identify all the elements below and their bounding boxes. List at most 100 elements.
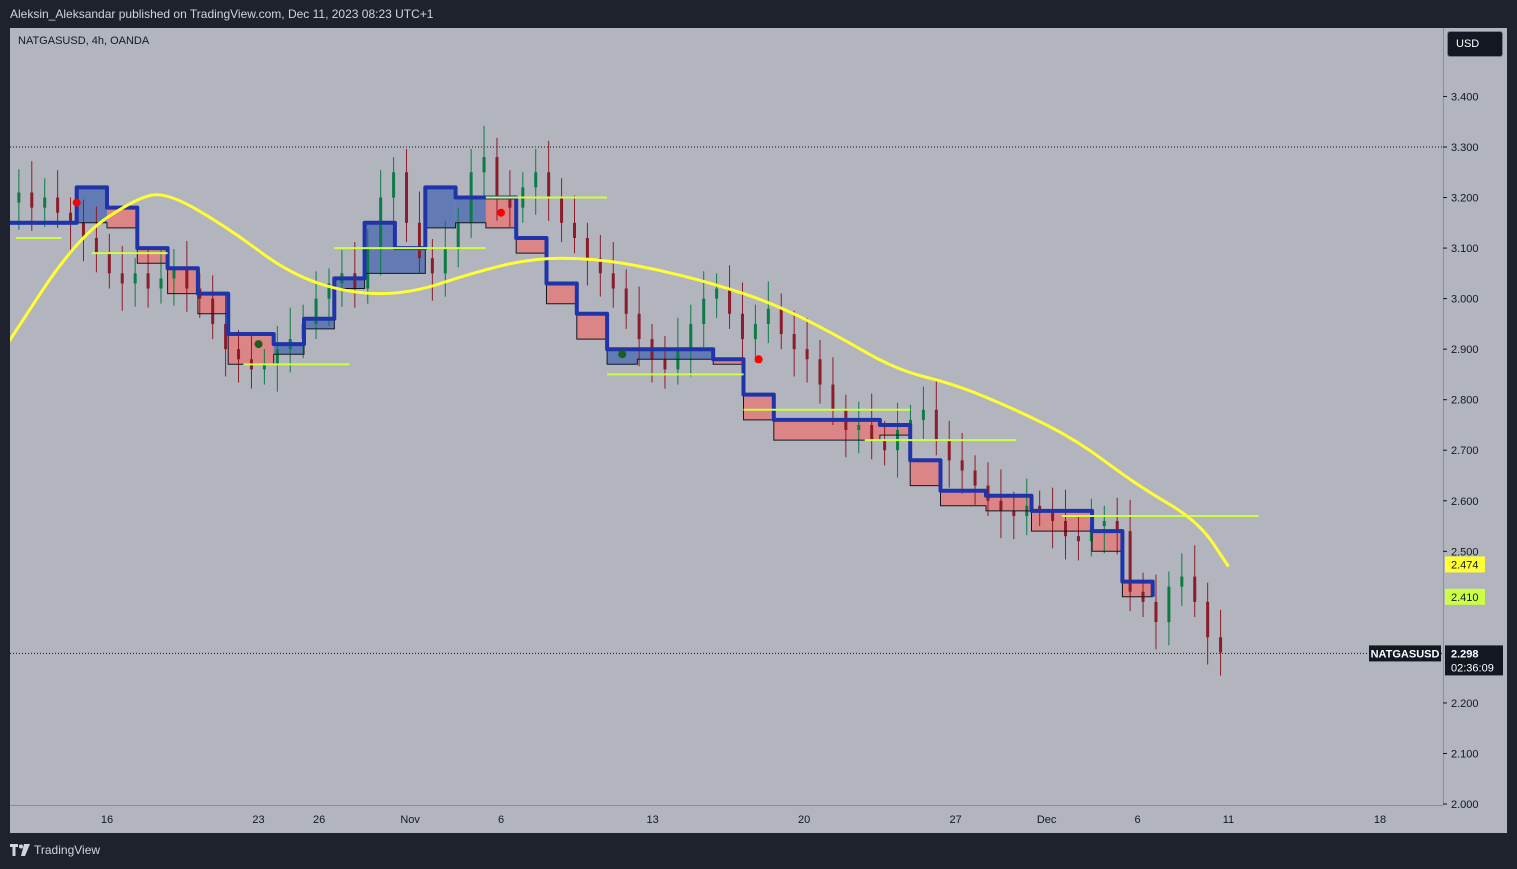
- time-axis[interactable]: [10, 805, 1443, 834]
- buy-signal-dot: [618, 350, 627, 359]
- price-tag: [1445, 556, 1485, 573]
- candle-body: [1180, 576, 1184, 587]
- right-frame: [1507, 28, 1517, 833]
- candle-body: [1193, 576, 1197, 602]
- candle-body: [69, 212, 73, 223]
- bull-band: [334, 278, 365, 289]
- brand[interactable]: TradingView: [10, 843, 100, 857]
- candle-body: [921, 409, 925, 420]
- candle-body: [947, 440, 951, 461]
- brand-name: TradingView: [34, 843, 101, 857]
- candle-body: [159, 278, 163, 289]
- candle-body: [107, 253, 111, 274]
- x-tick-label: Dec: [1037, 814, 1057, 826]
- candle-body: [715, 288, 719, 299]
- candle-body: [547, 172, 551, 198]
- candle-body: [1012, 510, 1016, 516]
- candle-body: [456, 222, 460, 249]
- candle-body: [973, 470, 977, 486]
- x-tick-label: 18: [1374, 814, 1386, 826]
- bear-band: [985, 495, 1032, 511]
- x-tick-label: 16: [101, 814, 113, 826]
- candle-body: [1219, 637, 1223, 653]
- bear-band: [576, 313, 608, 340]
- y-tick-label: 3.400: [1451, 91, 1479, 103]
- plot-layer: [4, 125, 1443, 676]
- candle-body: [275, 349, 279, 365]
- candle-body: [1154, 601, 1158, 623]
- x-tick-label: 23: [252, 814, 264, 826]
- x-tick-label: 20: [798, 814, 810, 826]
- candle-body: [146, 273, 150, 289]
- candle-body: [1206, 601, 1210, 638]
- x-tick-label: 6: [1134, 814, 1140, 826]
- x-tick-label: 6: [498, 814, 504, 826]
- candle-body: [4, 192, 7, 202]
- candle-body: [211, 298, 215, 324]
- x-tick-label: 13: [646, 814, 658, 826]
- x-tick-label: 26: [313, 814, 325, 826]
- y-tick-label: 3.100: [1451, 243, 1479, 255]
- moving-average-line: [10, 193, 1230, 568]
- candle-body: [133, 273, 137, 284]
- bear-band: [1092, 531, 1123, 552]
- candle-body: [443, 248, 447, 274]
- candle-body: [831, 384, 835, 410]
- candle-body: [430, 258, 434, 274]
- candle-body: [728, 288, 732, 314]
- candle-body: [1115, 520, 1119, 532]
- bear-band: [546, 283, 577, 304]
- y-tick-label: 2.900: [1451, 344, 1479, 356]
- candle-body: [857, 424, 861, 431]
- candle-body: [792, 333, 796, 350]
- candle-body: [1128, 531, 1132, 592]
- candle-body: [870, 424, 874, 441]
- candle-body: [934, 409, 938, 441]
- bear-band: [743, 394, 774, 420]
- x-tick-label: 27: [950, 814, 962, 826]
- bear-band: [1122, 581, 1153, 597]
- bull-band: [637, 349, 714, 360]
- candle-body: [120, 273, 124, 284]
- candle-body: [1051, 510, 1055, 521]
- y-tick-label: 2.800: [1451, 395, 1479, 407]
- y-tick-label: 2.000: [1451, 799, 1479, 811]
- candle-body: [779, 308, 783, 334]
- candle-body: [689, 323, 693, 350]
- y-tick-label: 2.600: [1451, 496, 1479, 508]
- candle-body: [262, 364, 266, 370]
- tradingview-logo-icon: [10, 844, 30, 856]
- bull-band: [304, 318, 335, 329]
- candle-body: [1102, 520, 1106, 527]
- x-tick-label: 11: [1223, 814, 1234, 826]
- chart-pane[interactable]: [10, 28, 1443, 805]
- y-tick-label: 3.200: [1451, 193, 1479, 205]
- bear-band: [107, 207, 138, 228]
- bear-band: [167, 268, 198, 294]
- bear-band: [910, 460, 941, 486]
- candle-body: [405, 172, 409, 223]
- candle-body: [327, 283, 331, 299]
- candle-body: [1076, 536, 1080, 542]
- bear-band: [940, 490, 986, 506]
- price-tag: [1445, 588, 1485, 605]
- candle-body: [585, 237, 589, 259]
- candle-body: [560, 197, 564, 223]
- candle-body: [353, 273, 357, 289]
- currency-button[interactable]: USD: [1447, 31, 1503, 57]
- y-tick-label: 2.500: [1451, 546, 1479, 558]
- symbol-price-tag-name: NATGASUSD: [1371, 648, 1440, 660]
- candle-body: [392, 172, 396, 198]
- axis-corner: [1443, 805, 1507, 833]
- candle-body: [883, 440, 887, 451]
- y-tick-label: 2.200: [1451, 698, 1479, 710]
- candle-body: [637, 313, 641, 340]
- candle-body: [508, 197, 512, 208]
- candle-body: [94, 237, 98, 254]
- candle-body: [753, 323, 757, 340]
- candle-body: [1089, 526, 1093, 542]
- candle-body: [30, 192, 34, 208]
- price-axis[interactable]: [1443, 28, 1508, 805]
- candle-body: [1167, 586, 1171, 623]
